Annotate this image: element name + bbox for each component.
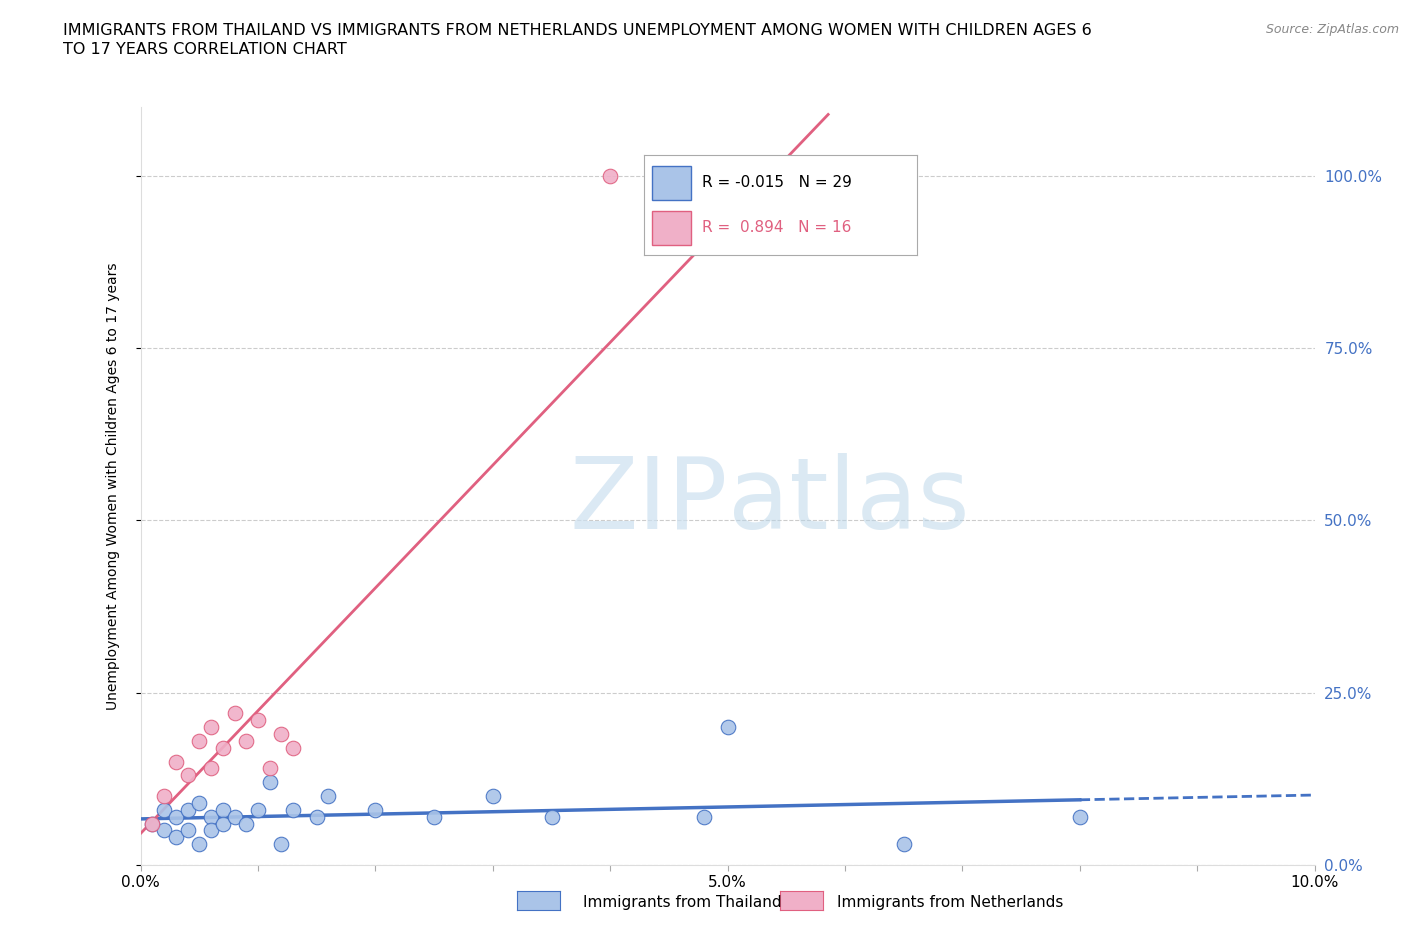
Text: Immigrants from Thailand: Immigrants from Thailand: [583, 895, 782, 910]
Text: R =  0.894   N = 16: R = 0.894 N = 16: [702, 220, 851, 235]
Point: [481, 789, 505, 804]
Point: [165, 754, 187, 769]
Point: [165, 830, 187, 844]
Point: [165, 809, 187, 824]
Text: atlas: atlas: [728, 453, 969, 550]
Point: [211, 740, 233, 755]
Point: [176, 768, 198, 783]
Point: [224, 809, 246, 824]
Point: [153, 789, 176, 804]
Point: [270, 837, 292, 852]
Point: [188, 795, 211, 810]
Text: ZIP: ZIP: [569, 453, 728, 550]
Text: R = -0.015   N = 29: R = -0.015 N = 29: [702, 175, 852, 190]
Point: [305, 809, 328, 824]
Point: [834, 168, 856, 183]
Point: [188, 734, 211, 749]
Text: TO 17 YEARS CORRELATION CHART: TO 17 YEARS CORRELATION CHART: [63, 42, 347, 57]
Point: [599, 168, 621, 183]
Point: [235, 734, 257, 749]
Point: [259, 761, 281, 776]
Point: [693, 809, 716, 824]
Point: [153, 803, 176, 817]
Point: [283, 803, 305, 817]
Point: [224, 706, 246, 721]
Point: [200, 761, 222, 776]
Point: [200, 823, 222, 838]
Point: [141, 817, 163, 831]
Point: [211, 817, 233, 831]
Y-axis label: Unemployment Among Women with Children Ages 6 to 17 years: Unemployment Among Women with Children A…: [105, 262, 120, 710]
Point: [247, 803, 270, 817]
Text: Immigrants from Netherlands: Immigrants from Netherlands: [837, 895, 1063, 910]
Point: [423, 809, 446, 824]
Point: [235, 817, 257, 831]
Point: [540, 809, 562, 824]
Text: Source: ZipAtlas.com: Source: ZipAtlas.com: [1265, 23, 1399, 36]
FancyBboxPatch shape: [652, 166, 690, 200]
Point: [153, 823, 176, 838]
Point: [176, 823, 198, 838]
Point: [176, 803, 198, 817]
Point: [259, 775, 281, 790]
Point: [211, 803, 233, 817]
Point: [200, 720, 222, 735]
Point: [1069, 809, 1091, 824]
Point: [318, 789, 340, 804]
Point: [893, 837, 915, 852]
FancyBboxPatch shape: [652, 211, 690, 245]
Point: [283, 740, 305, 755]
Point: [141, 817, 163, 831]
Point: [200, 809, 222, 824]
Point: [270, 726, 292, 741]
Text: IMMIGRANTS FROM THAILAND VS IMMIGRANTS FROM NETHERLANDS UNEMPLOYMENT AMONG WOMEN: IMMIGRANTS FROM THAILAND VS IMMIGRANTS F…: [63, 23, 1092, 38]
Point: [364, 803, 387, 817]
Point: [188, 837, 211, 852]
Point: [717, 720, 740, 735]
Point: [247, 712, 270, 727]
